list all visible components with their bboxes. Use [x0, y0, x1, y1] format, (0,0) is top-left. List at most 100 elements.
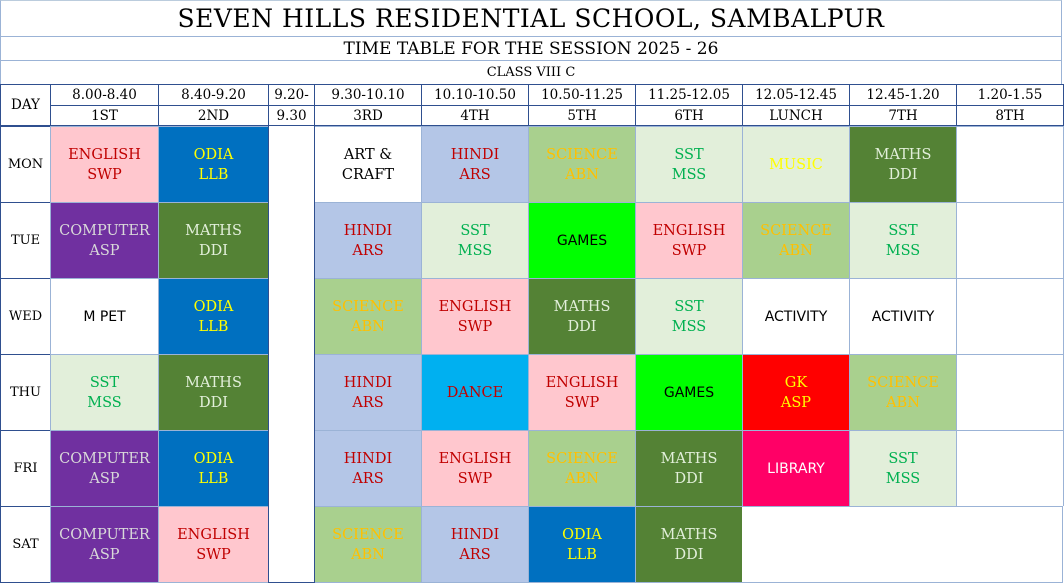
column-time-3: 9.20- [268, 84, 315, 106]
slot-subject: MATHS [660, 526, 718, 543]
column-time-10: 1.20-1.55 [956, 84, 1064, 106]
day-fri: FRI [0, 430, 51, 507]
slot-teacher: DDI [888, 166, 918, 183]
column-time-label: 10.10-10.50 [434, 87, 516, 103]
column-period-10: 8TH [956, 105, 1064, 126]
slot-sat-1: COMPUTER ASP [50, 506, 159, 583]
slot-teacher: MSS [87, 394, 122, 411]
slot-sat-9 [956, 506, 1064, 583]
column-period-9: 7TH [849, 105, 957, 126]
slot-teacher: DDI [567, 318, 597, 335]
slot-subject: ACTIVITY [871, 308, 935, 325]
column-period-4: 3RD [314, 105, 422, 126]
slot-subject: ODIA [562, 526, 602, 543]
slot-tue-5: GAMES [528, 202, 636, 279]
session-title: TIME TABLE FOR THE SESSION 2025 - 26 [0, 36, 1062, 60]
slot-teacher: ARS [459, 166, 491, 183]
column-period-7: 6TH [635, 105, 743, 126]
slot-wed-6: SST MSS [635, 278, 743, 355]
slot-teacher: ARS [459, 546, 491, 563]
day-wed: WED [0, 278, 51, 355]
slot-subject: ACTIVITY [764, 308, 828, 325]
column-period-2: 2ND [158, 105, 269, 126]
slot-fri-4: ENGLISH SWP [421, 430, 529, 507]
slot-teacher: ABN [351, 546, 385, 563]
slot-subject: MATHS [553, 298, 611, 315]
slot-teacher: LLB [198, 470, 229, 487]
slot-thu-9 [956, 354, 1064, 431]
slot-teacher: ARS [352, 394, 384, 411]
day-header-label: DAY [11, 97, 40, 113]
slot-subject: SST [460, 222, 490, 239]
slot-wed-4: ENGLISH SWP [421, 278, 529, 355]
column-time-label: 8.40-9.20 [181, 87, 246, 103]
column-period-label: 8TH [995, 107, 1025, 124]
slot-subject: ENGLISH [68, 146, 141, 163]
column-time-label: 12.45-1.20 [866, 87, 940, 103]
column-time-4: 9.30-10.10 [314, 84, 422, 106]
slot-subject: SCIENCE [332, 526, 404, 543]
class-title: CLASS VIII C [0, 60, 1062, 84]
column-time-label: 9.30-10.10 [331, 87, 405, 103]
slot-wed-7: ACTIVITY [742, 278, 850, 355]
slot-subject: COMPUTER [59, 222, 150, 239]
column-period-label: 3RD [353, 107, 383, 124]
slot-thu-5: ENGLISH SWP [528, 354, 636, 431]
slot-subject: HINDI [450, 146, 500, 163]
day-label: FRI [13, 460, 38, 476]
slot-mon-4: HINDI ARS [421, 126, 529, 203]
slot-thu-6: GAMES [635, 354, 743, 431]
slot-subject: GK [784, 374, 808, 391]
slot-wed-2: ODIA LLB [158, 278, 269, 355]
column-period-label: 6TH [674, 107, 704, 124]
slot-mon-9 [956, 126, 1064, 203]
column-period-1: 1ST [50, 105, 159, 126]
slot-teacher: LLB [198, 318, 229, 335]
slot-teacher: LLB [198, 166, 229, 183]
slot-subject: HINDI [343, 374, 393, 391]
slot-fri-9 [956, 430, 1064, 507]
slot-sat-6: MATHS DDI [635, 506, 743, 583]
slot-teacher: MSS [457, 242, 493, 259]
slot-subject: ODIA [193, 298, 234, 315]
slot-sat-2: ENGLISH SWP [158, 506, 269, 583]
column-time-7: 11.25-12.05 [635, 84, 743, 106]
column-time-6: 10.50-11.25 [528, 84, 636, 106]
slot-teacher: ABN [565, 470, 599, 487]
slot-wed-8: ACTIVITY [849, 278, 957, 355]
slot-fri-2: ODIA LLB [158, 430, 269, 507]
column-period-label: 2ND [197, 107, 230, 124]
slot-subject: LIBRARY [767, 460, 825, 477]
slot-subject: HINDI [343, 222, 393, 239]
slot-subject: SCIENCE [760, 222, 832, 239]
slot-sat-4: HINDI ARS [421, 506, 529, 583]
slot-subject: HINDI [343, 450, 393, 467]
slot-teacher: ABN [779, 242, 813, 259]
slot-subject: M PET [83, 308, 126, 325]
slot-teacher: DDI [199, 242, 228, 259]
day-label: TUE [10, 232, 41, 248]
slot-teacher: SWP [457, 318, 493, 335]
slot-teacher: MSS [885, 470, 921, 487]
column-time-5: 10.10-10.50 [421, 84, 529, 106]
slot-wed-5: MATHS DDI [528, 278, 636, 355]
slot-subject: MATHS [874, 146, 932, 163]
slot-tue-9 [956, 202, 1064, 279]
slot-teacher: MSS [885, 242, 921, 259]
slot-subject: SST [888, 222, 918, 239]
slot-teacher: ASP [89, 546, 120, 563]
slot-subject: SST [888, 450, 918, 467]
slot-teacher: CRAFT [341, 166, 395, 183]
column-time-8: 12.05-12.45 [742, 84, 850, 106]
column-period-label: 5TH [567, 107, 597, 124]
slot-tue-1: COMPUTER ASP [50, 202, 159, 279]
slot-teacher: ASP [780, 394, 812, 411]
slot-subject: GAMES [663, 384, 715, 401]
slot-teacher: SWP [196, 546, 231, 563]
slot-tue-8: SST MSS [849, 202, 957, 279]
column-period-6: 5TH [528, 105, 636, 126]
slot-thu-3: HINDI ARS [314, 354, 422, 431]
slot-tue-7: SCIENCE ABN [742, 202, 850, 279]
slot-sat-7 [742, 506, 850, 583]
